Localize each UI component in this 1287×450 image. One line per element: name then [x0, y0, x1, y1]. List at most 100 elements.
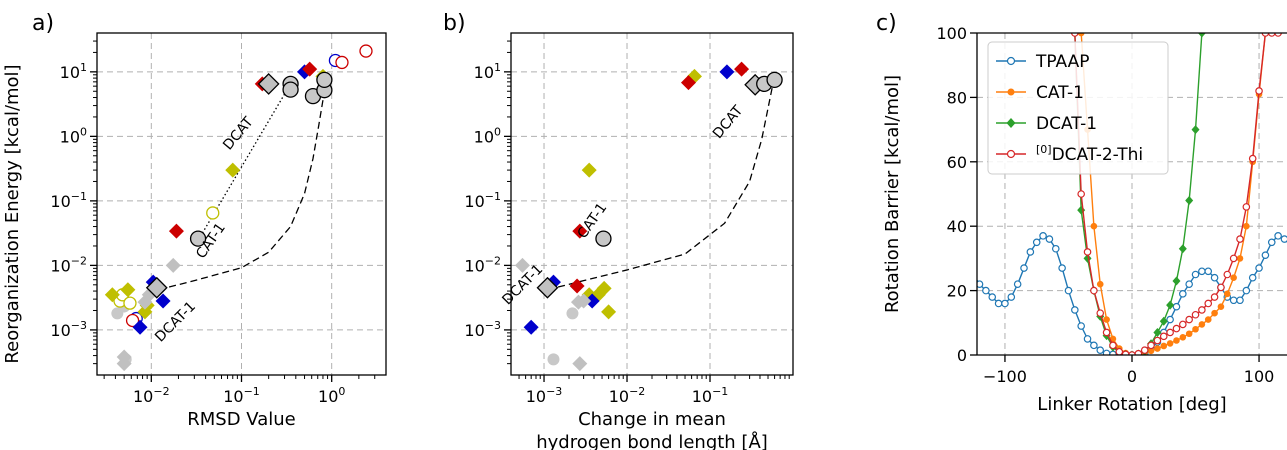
y-tick-label: 100 — [936, 24, 967, 43]
series-marker — [1267, 33, 1276, 37]
series-marker — [1020, 264, 1028, 272]
legend-marker — [1007, 88, 1015, 96]
series-marker — [1280, 235, 1287, 243]
minor-ticks — [93, 40, 376, 379]
x-axis-label: hydrogen bond length [Å] — [536, 431, 768, 450]
series-marker — [970, 271, 976, 277]
highlighted-circle-point — [282, 81, 299, 98]
gray-dot-point — [566, 307, 579, 320]
series-marker — [1172, 276, 1181, 286]
series-marker — [1229, 296, 1238, 305]
x-tick-label: 100 — [1244, 367, 1275, 386]
series-marker — [988, 293, 997, 301]
diamond-point — [581, 162, 597, 178]
series-marker — [1274, 33, 1282, 37]
diamond-point — [120, 282, 136, 298]
series-marker — [1090, 341, 1098, 350]
series-marker — [1210, 273, 1219, 282]
highlighted-diamond-point — [257, 72, 280, 95]
x-tick-label: 10−2 — [133, 385, 170, 406]
series-marker — [1109, 341, 1117, 350]
series-marker — [1153, 336, 1162, 345]
y-tick-label: 10−1 — [50, 190, 87, 211]
series-marker — [1185, 195, 1194, 205]
series-marker — [1179, 333, 1187, 341]
gray-dot-point — [547, 353, 560, 366]
x-axis-label: Linker Rotation [deg] — [1037, 394, 1226, 415]
open-circle-point — [206, 206, 220, 220]
dashed-trend-curve — [158, 94, 325, 291]
diamond-point — [155, 293, 171, 309]
diamond-point — [576, 293, 592, 309]
panel-letter: b) — [443, 11, 466, 36]
diamond-point — [734, 61, 750, 77]
plot-area — [970, 33, 1287, 355]
x-axis-label: Change in mean — [578, 409, 726, 430]
series-marker — [1178, 244, 1187, 254]
series-marker — [1198, 306, 1206, 314]
axes-frame — [510, 32, 794, 376]
y-tick-label: 10−1 — [464, 190, 501, 211]
minor-ticks — [507, 40, 790, 379]
series-marker — [1166, 300, 1175, 310]
series-marker — [1051, 244, 1060, 253]
series-marker — [1191, 125, 1200, 135]
series-marker — [1039, 232, 1047, 240]
panel-letter: c) — [876, 11, 897, 36]
series-marker — [1013, 280, 1022, 288]
x-tick-label: −100 — [983, 367, 1027, 386]
series-marker — [1090, 286, 1098, 295]
legend: TPAAP CAT-1 DCAT-1 [0]DCAT-2-Thi — [987, 41, 1169, 175]
series-marker — [1274, 232, 1282, 240]
series-marker — [1211, 309, 1218, 317]
series-marker — [1185, 280, 1193, 288]
diamond-point — [132, 319, 148, 335]
series-marker — [1236, 235, 1244, 243]
series-marker — [1198, 321, 1206, 328]
dotted-connector-line — [199, 83, 292, 237]
gridlines — [97, 33, 386, 375]
series-marker — [1140, 346, 1149, 354]
diamond-point — [719, 64, 735, 80]
diamond-point — [569, 278, 585, 294]
diamond-point — [572, 223, 588, 239]
series-marker — [1242, 203, 1251, 211]
series-marker — [1217, 283, 1225, 292]
series-marker — [1154, 345, 1161, 352]
series-marker — [1083, 248, 1092, 256]
legend-marker — [1006, 118, 1016, 128]
series-marker — [1223, 270, 1232, 279]
series-marker — [1153, 327, 1162, 337]
diamond-point — [680, 75, 696, 91]
open-circle-point — [335, 55, 349, 70]
series-marker — [1210, 293, 1219, 301]
series-marker — [1243, 222, 1250, 230]
x-tick-label: 10−2 — [609, 385, 646, 406]
diamond-point — [514, 257, 530, 273]
y-tick-label: 60 — [947, 153, 967, 172]
series-marker — [1083, 335, 1092, 343]
series-marker — [1217, 303, 1225, 311]
series-marker — [1192, 325, 1199, 333]
y-tick-label: 100 — [474, 125, 501, 146]
panel-c: TPAAP CAT-1 DCAT-1 [0]DCAT-2-Thi −100 0 100 0 20… — [876, 11, 1287, 415]
series-marker — [1115, 347, 1124, 355]
y-tick-label: 40 — [947, 217, 967, 236]
series-marker — [1007, 293, 1016, 301]
y-tick-label: 10−3 — [464, 319, 501, 340]
series-marker — [1064, 286, 1073, 295]
legend-label: [0]DCAT-2-Thi — [1036, 143, 1143, 165]
series-marker — [1185, 330, 1193, 338]
diamond-point — [168, 223, 184, 239]
series-marker — [1248, 154, 1257, 163]
legend-box — [987, 41, 1169, 175]
series-marker — [1096, 280, 1104, 288]
series-marker — [1071, 33, 1079, 37]
y-tick-label: 100 — [60, 125, 87, 146]
series-marker — [1204, 267, 1213, 276]
x-tick-label: 10−1 — [692, 385, 729, 406]
x-tick-label: 0 — [1127, 367, 1137, 386]
series-marker — [1191, 270, 1200, 279]
